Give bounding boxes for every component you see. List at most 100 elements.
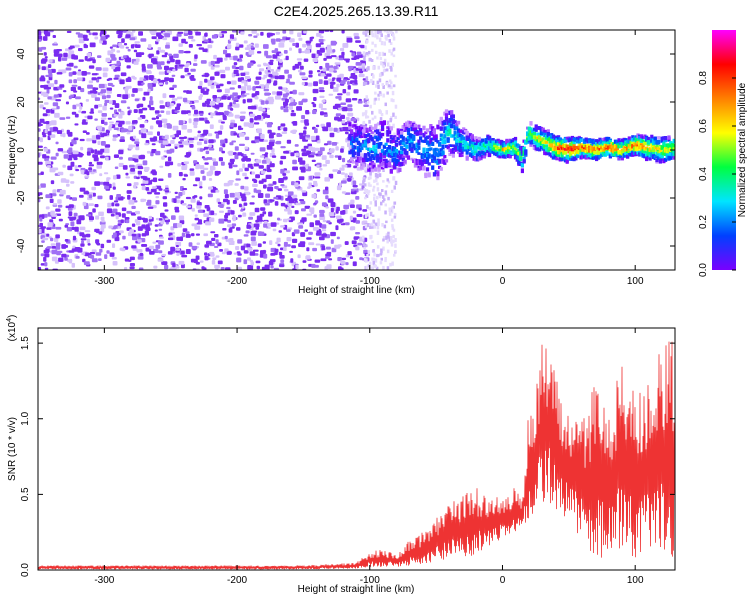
- spectrogram-noise-cell: [363, 104, 369, 107]
- spectrogram-noise-cell: [146, 71, 152, 74]
- spectrogram-noise-cell: [141, 244, 148, 247]
- spectrogram-noise-cell: [101, 119, 105, 124]
- spectrogram-signal-cell: [593, 150, 597, 155]
- spectrogram-streak-cell: [380, 113, 384, 117]
- spectrogram-streak-cell: [364, 183, 367, 187]
- spectrogram-signal-cell: [662, 136, 666, 140]
- spectrogram-noise-cell: [213, 54, 217, 60]
- spectrogram-streak-cell: [380, 130, 383, 134]
- spectrogram-noise-cell: [248, 49, 255, 55]
- spectrogram-noise-cell: [280, 202, 286, 207]
- spectrogram-noise-cell: [338, 182, 342, 187]
- spectrogram-noise-cell: [283, 127, 288, 132]
- spectrogram-noise-cell: [295, 152, 299, 157]
- spectrogram-noise-cell: [174, 146, 178, 149]
- spectrogram-noise-cell: [192, 196, 196, 199]
- spectrogram-noise-cell: [314, 259, 321, 263]
- spectrogram-noise-cell: [112, 44, 118, 48]
- spectrogram-noise-cell: [193, 125, 198, 129]
- spectrogram-signal-cell: [365, 129, 369, 133]
- spectrogram-noise-cell: [286, 78, 290, 82]
- spectrogram-noise-cell: [293, 229, 300, 234]
- spectrogram-noise-cell: [158, 124, 163, 128]
- spectrogram-signal-cell: [598, 148, 602, 151]
- spectrogram-signal-cell: [643, 153, 647, 159]
- spectrogram-noise-cell: [283, 241, 288, 247]
- spectrogram-noise-cell: [284, 170, 290, 174]
- spectrogram-signal-cell: [664, 148, 668, 153]
- spectrogram-noise-cell: [133, 135, 137, 139]
- spectrogram-streak-cell: [374, 91, 377, 95]
- spectrogram-noise-cell: [52, 102, 59, 107]
- spectrogram-noise-cell: [135, 146, 140, 151]
- spectrogram-noise-cell: [114, 236, 120, 242]
- spectrogram-noise-cell: [87, 84, 93, 89]
- spectrogram-signal-cell: [522, 160, 526, 164]
- spectrogram-noise-cell: [125, 121, 131, 125]
- spectrogram-noise-cell: [328, 211, 335, 217]
- spectrogram-signal-cell: [503, 154, 507, 159]
- spectrogram-noise-cell: [111, 57, 117, 61]
- spectrogram-noise-cell: [345, 117, 350, 120]
- spectrogram-signal-cell: [406, 155, 411, 160]
- spectrogram-signal-cell: [431, 154, 435, 158]
- spectrogram-signal-cell: [574, 147, 578, 152]
- spectrogram-noise-cell: [86, 132, 90, 135]
- spectrogram-streak-cell: [390, 240, 393, 244]
- spectrogram-noise-cell: [246, 98, 253, 103]
- spectrogram-noise-cell: [111, 64, 116, 70]
- spectrogram-noise-cell: [298, 101, 303, 106]
- spectrogram-noise-cell: [68, 46, 73, 50]
- spectrogram-noise-cell: [326, 251, 332, 255]
- spectrogram-noise-cell: [118, 114, 123, 119]
- spectrogram-noise-cell: [329, 67, 335, 73]
- spectrogram-signal-cell: [370, 165, 374, 170]
- spectrogram-noise-cell: [194, 217, 199, 221]
- spectrogram-noise-cell: [126, 190, 132, 194]
- spectrogram-noise-cell: [306, 134, 311, 138]
- spectrogram-noise-cell: [254, 207, 260, 213]
- spectrogram-noise-cell: [38, 31, 42, 36]
- spectrogram-noise-cell: [98, 104, 103, 108]
- spectrogram-signal-cell: [645, 156, 649, 162]
- spectrogram-noise-cell: [231, 140, 236, 143]
- spectrogram-noise-cell: [336, 79, 342, 82]
- spectrogram-noise-cell: [128, 144, 133, 150]
- spectrogram-noise-cell: [311, 194, 317, 199]
- spectrogram-noise-cell: [105, 34, 110, 38]
- spectrogram-noise-cell: [221, 150, 225, 154]
- spectrogram-noise-cell: [187, 129, 193, 133]
- spectrogram-streak-cell: [392, 123, 395, 129]
- spectrogram-signal-cell: [631, 152, 635, 157]
- spectrogram-signal-cell: [448, 129, 452, 135]
- spectrogram-signal-cell: [450, 149, 454, 154]
- spectrogram-noise-cell: [205, 120, 210, 123]
- spectrogram-noise-cell: [265, 100, 269, 105]
- spectrogram-signal-cell: [591, 152, 595, 157]
- spectrogram-signal-cell: [432, 155, 436, 161]
- spectrogram-streak-cell: [375, 84, 378, 88]
- spectrogram-noise-cell: [301, 76, 307, 79]
- spectrogram-signal-cell: [629, 141, 633, 147]
- spectrogram-noise-cell: [51, 246, 56, 249]
- spectrogram-streak-cell: [371, 48, 374, 52]
- spectrogram-noise-cell: [122, 30, 127, 33]
- spectrogram-signal-cell: [629, 150, 633, 155]
- spectrogram-noise-cell: [107, 202, 112, 208]
- spectrogram-noise-cell: [157, 223, 163, 227]
- spectrogram-noise-cell: [347, 178, 352, 182]
- spectrogram-noise-cell: [195, 233, 200, 236]
- spectrogram-signal-cell: [595, 139, 599, 144]
- spectrogram-noise-cell: [171, 74, 176, 77]
- spectrogram-signal-cell: [475, 139, 480, 142]
- spectrogram-signal-cell: [387, 127, 392, 132]
- spectrogram-noise-cell: [158, 228, 163, 231]
- spectrogram-noise-cell: [298, 48, 302, 54]
- spectrogram-noise-cell: [190, 198, 196, 203]
- spectrogram-noise-cell: [308, 146, 313, 151]
- spectrogram-signal-cell: [474, 145, 478, 148]
- spectrogram-noise-cell: [80, 169, 85, 175]
- spectrogram-signal-cell: [501, 154, 505, 159]
- spectrogram-noise-cell: [166, 149, 172, 154]
- spectrogram-signal-cell: [494, 149, 499, 153]
